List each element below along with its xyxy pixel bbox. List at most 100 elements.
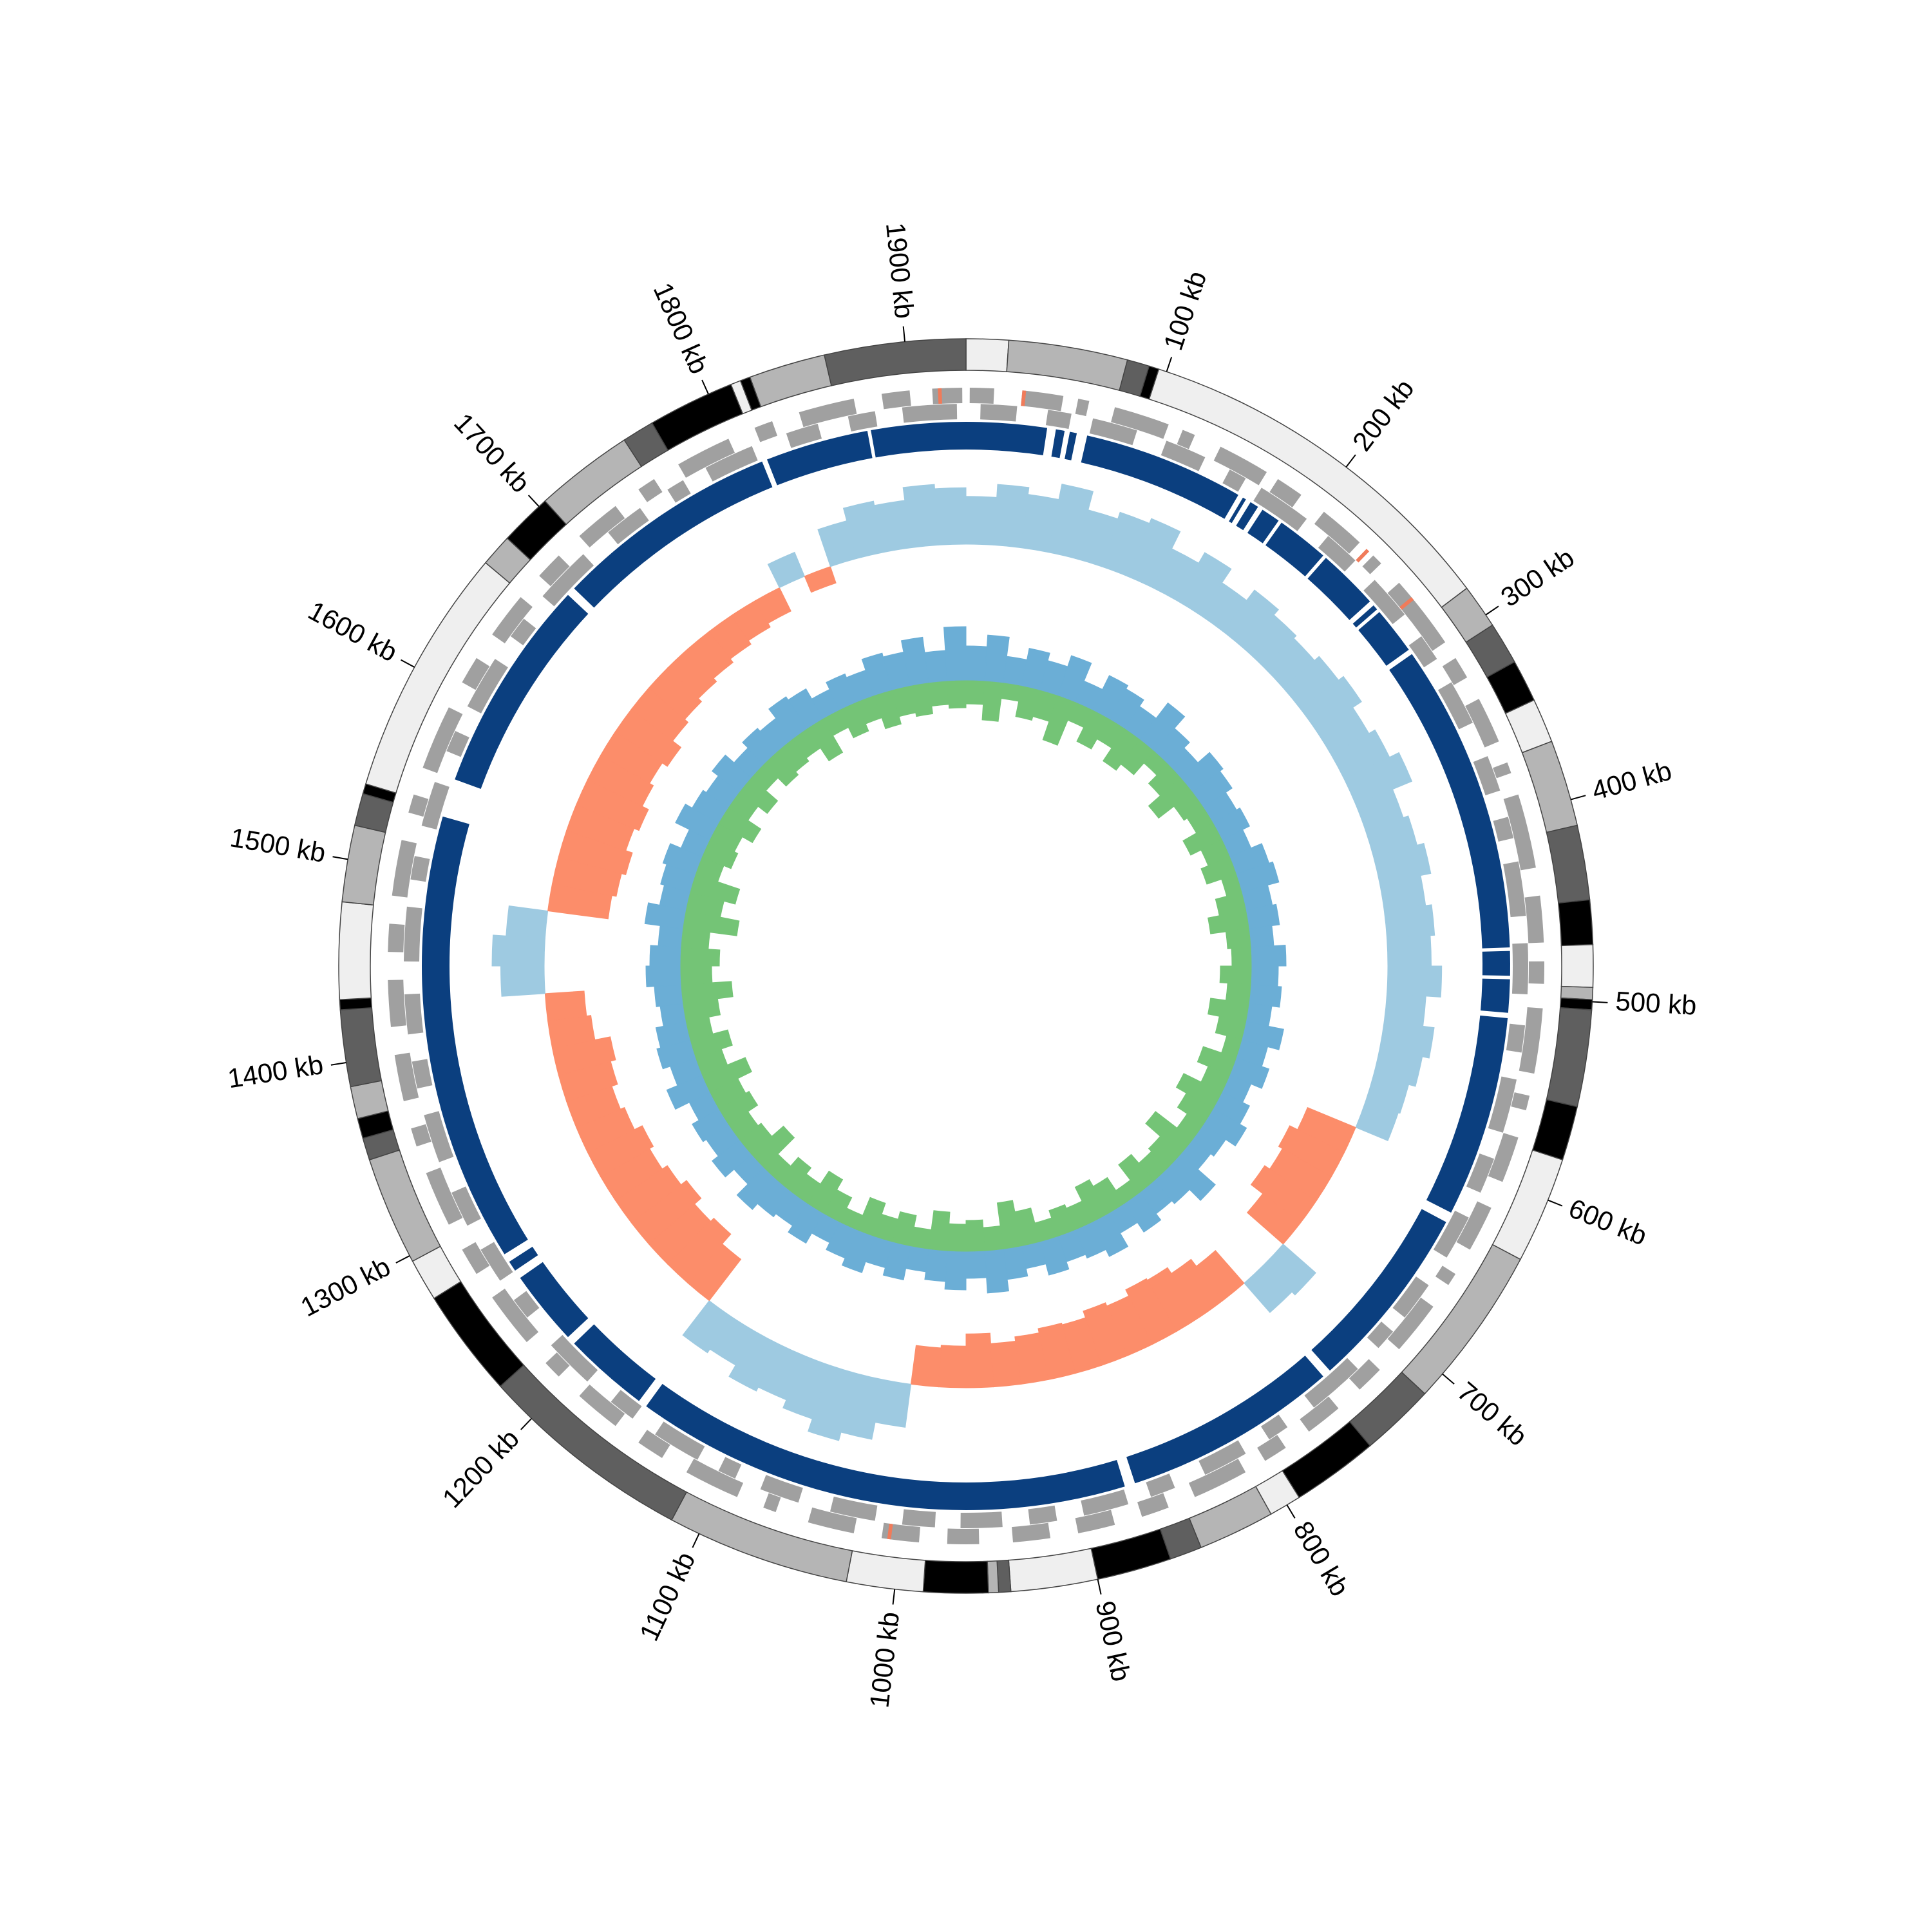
signal-bar bbox=[683, 909, 740, 936]
rna-feature bbox=[938, 388, 943, 404]
gene bbox=[404, 993, 424, 1035]
tick-mark bbox=[1166, 357, 1173, 372]
signal-bar bbox=[934, 487, 967, 545]
gene bbox=[1012, 1522, 1051, 1543]
gene bbox=[551, 1334, 598, 1382]
tick-label: 500 kb bbox=[1615, 986, 1698, 1021]
signal-bar bbox=[1175, 1073, 1222, 1110]
signal-bar bbox=[1246, 1193, 1302, 1245]
contig bbox=[1481, 978, 1510, 1013]
signal-bar bbox=[544, 990, 587, 1022]
band bbox=[338, 901, 374, 1001]
signal-bar bbox=[1225, 983, 1251, 1004]
tick-mark bbox=[1442, 1373, 1455, 1385]
gene bbox=[881, 390, 911, 410]
tick-mark bbox=[395, 1255, 410, 1264]
band bbox=[1008, 1548, 1099, 1593]
signal-bar bbox=[702, 1057, 752, 1093]
gene bbox=[667, 480, 691, 503]
gene bbox=[388, 923, 405, 952]
signal-bar bbox=[1208, 998, 1249, 1023]
signal-bar bbox=[777, 1157, 812, 1193]
signal-bar bbox=[1042, 695, 1076, 746]
band bbox=[1521, 741, 1578, 833]
contig bbox=[1051, 429, 1065, 459]
band bbox=[965, 338, 1010, 372]
signal-bar bbox=[576, 779, 649, 831]
signal-bar bbox=[1250, 1165, 1318, 1224]
signal-bar bbox=[965, 496, 998, 545]
signal-bar bbox=[1148, 1135, 1181, 1168]
gene bbox=[1442, 658, 1468, 685]
signal-bar bbox=[614, 1165, 682, 1224]
gene bbox=[638, 1430, 670, 1458]
gene bbox=[1408, 636, 1437, 668]
band bbox=[1006, 339, 1128, 392]
gene bbox=[394, 1052, 419, 1101]
gene bbox=[404, 906, 422, 962]
gene bbox=[1213, 446, 1267, 486]
gene bbox=[1466, 1153, 1495, 1193]
gene bbox=[446, 730, 469, 757]
tick-mark bbox=[1548, 1199, 1563, 1207]
gene bbox=[848, 411, 878, 431]
band bbox=[1558, 899, 1594, 947]
signal-bar bbox=[1074, 1179, 1110, 1222]
band bbox=[368, 1149, 441, 1262]
rna-feature bbox=[1021, 390, 1027, 406]
signal-bar bbox=[1383, 993, 1426, 1027]
signal-bar bbox=[718, 807, 762, 844]
gene bbox=[1089, 418, 1137, 446]
gene bbox=[426, 1167, 463, 1225]
band bbox=[1090, 1528, 1171, 1580]
signal-bar bbox=[690, 873, 741, 905]
signal-bar bbox=[1014, 1332, 1049, 1385]
gene bbox=[392, 840, 417, 898]
signal-bar bbox=[702, 839, 739, 869]
signal-bar bbox=[965, 1250, 987, 1279]
gene bbox=[1198, 1440, 1246, 1475]
gene bbox=[902, 1509, 936, 1528]
contig bbox=[1247, 509, 1279, 544]
contig bbox=[574, 1324, 656, 1401]
tick-label: 1100 kb bbox=[634, 1548, 701, 1645]
tick-label: 800 kb bbox=[1288, 1516, 1356, 1601]
tick-label: 700 kb bbox=[1452, 1376, 1533, 1452]
band bbox=[671, 1491, 853, 1582]
band bbox=[544, 439, 643, 526]
gene bbox=[1304, 1358, 1358, 1408]
signal-bar bbox=[587, 754, 654, 807]
gene bbox=[980, 404, 1018, 422]
signal-bar bbox=[764, 751, 799, 787]
signal-bar bbox=[1083, 1302, 1128, 1366]
band bbox=[824, 338, 967, 386]
gene bbox=[1075, 1510, 1115, 1533]
gene bbox=[1488, 1133, 1519, 1182]
signal-bar bbox=[1278, 1125, 1345, 1178]
tick-mark bbox=[1345, 454, 1356, 468]
contig bbox=[509, 1246, 538, 1271]
band bbox=[1282, 1421, 1371, 1499]
signal-bar bbox=[558, 829, 633, 876]
rna-feature bbox=[887, 1523, 893, 1540]
contig bbox=[1265, 522, 1323, 577]
gene bbox=[412, 1059, 433, 1089]
gene bbox=[799, 399, 857, 428]
signal-bar bbox=[1383, 904, 1435, 939]
band bbox=[846, 1550, 926, 1593]
tick-mark bbox=[1485, 605, 1499, 616]
tick-label: 1800 kb bbox=[647, 278, 714, 379]
tick-label: 400 kb bbox=[1589, 755, 1675, 806]
signal-bar bbox=[690, 1029, 733, 1059]
gene bbox=[579, 506, 625, 548]
gene bbox=[760, 1475, 803, 1503]
signal-bar bbox=[739, 777, 779, 814]
signal-bar bbox=[645, 965, 682, 988]
gene bbox=[1503, 794, 1536, 871]
gene bbox=[718, 1457, 742, 1479]
signal-bar bbox=[947, 680, 967, 709]
gene bbox=[1188, 1459, 1246, 1497]
signal-bar bbox=[658, 925, 684, 948]
signal-bar bbox=[708, 614, 752, 659]
gene bbox=[960, 1511, 1003, 1528]
